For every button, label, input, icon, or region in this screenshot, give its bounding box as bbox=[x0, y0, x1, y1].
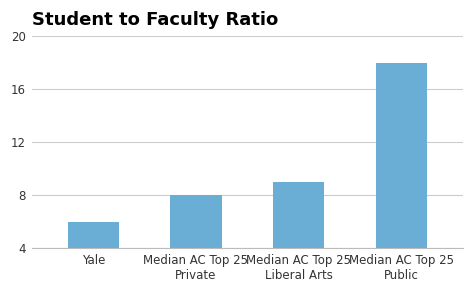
Bar bbox=[170, 195, 222, 293]
Bar bbox=[273, 182, 324, 293]
Text: Student to Faculty Ratio: Student to Faculty Ratio bbox=[32, 11, 278, 29]
Bar bbox=[68, 222, 119, 293]
Bar bbox=[375, 63, 427, 293]
